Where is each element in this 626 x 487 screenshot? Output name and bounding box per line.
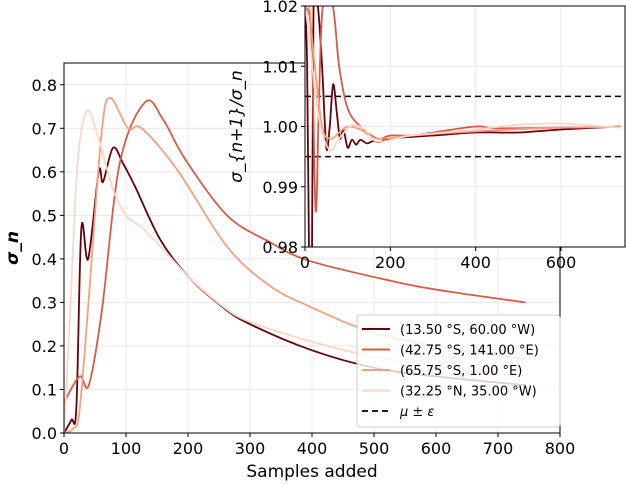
y-tick-label: 0.99 bbox=[262, 178, 298, 197]
series-group bbox=[305, 6, 625, 247]
legend-label: (13.50 °S, 60.00 °W) bbox=[400, 323, 535, 338]
x-tick-label: 400 bbox=[460, 253, 491, 272]
x-tick-label: 600 bbox=[546, 253, 577, 272]
series-line bbox=[64, 146, 526, 433]
y-tick-label: 0.1 bbox=[32, 380, 57, 399]
series-line bbox=[305, 6, 621, 152]
series-line bbox=[64, 96, 526, 433]
x-tick-label: 700 bbox=[483, 439, 514, 458]
x-tick-label: 200 bbox=[173, 439, 204, 458]
x-tick-label: 600 bbox=[421, 439, 452, 458]
y-tick-label: 0.8 bbox=[32, 76, 57, 95]
x-tick-label: 800 bbox=[545, 439, 576, 458]
y-tick-label: 1.01 bbox=[262, 57, 298, 76]
legend-box bbox=[356, 314, 561, 428]
x-tick-label: 0 bbox=[59, 439, 69, 458]
y-tick-label: 0.3 bbox=[32, 293, 57, 312]
series-line bbox=[305, 6, 621, 140]
x-tick-label: 300 bbox=[235, 439, 266, 458]
y-tick-label: 0.5 bbox=[32, 206, 57, 225]
x-axis-label: Samples added bbox=[246, 462, 377, 482]
x-tick-label: 100 bbox=[111, 439, 142, 458]
y-tick-label: 0.4 bbox=[32, 250, 57, 269]
series-line bbox=[64, 109, 526, 433]
legend-label: μ ± ε bbox=[399, 405, 434, 420]
y-tick-label: 1.00 bbox=[262, 118, 298, 137]
legend: (13.50 °S, 60.00 °W) (42.75 °S, 141.00 °E… bbox=[356, 314, 561, 428]
y-tick-label: 0.6 bbox=[32, 163, 57, 182]
y-axis-label: σ_{n+1}/σ_n bbox=[227, 70, 247, 183]
y-tick-label: 0.7 bbox=[32, 119, 57, 138]
x-tick-label: 200 bbox=[375, 253, 406, 272]
series-group bbox=[64, 96, 526, 433]
y-tick-label: 1.02 bbox=[262, 0, 298, 16]
x-tick-label: 500 bbox=[359, 439, 390, 458]
legend-label: (32.25 °N, 35.00 °W) bbox=[400, 385, 537, 400]
y-axis-label: σ_n bbox=[3, 231, 23, 265]
y-tick-label: 0.0 bbox=[32, 424, 57, 443]
x-tick-label: 0 bbox=[300, 253, 310, 272]
series-line bbox=[64, 99, 526, 403]
axes-frame bbox=[304, 5, 626, 248]
series-line bbox=[305, 6, 621, 213]
x-tick-label: 400 bbox=[297, 439, 328, 458]
y-tick-label: 0.2 bbox=[32, 337, 57, 356]
inset-axes: 0 200 400 600 0.98 0.99 1.00 1.01 1.02 σ_{n+1}/σ_… bbox=[227, 0, 626, 272]
legend-label: (65.75 °S, 1.00 °E) bbox=[400, 364, 522, 379]
legend-label: (42.75 °S, 141.00 °E) bbox=[400, 344, 539, 359]
y-tick-label: 0.98 bbox=[262, 238, 298, 257]
